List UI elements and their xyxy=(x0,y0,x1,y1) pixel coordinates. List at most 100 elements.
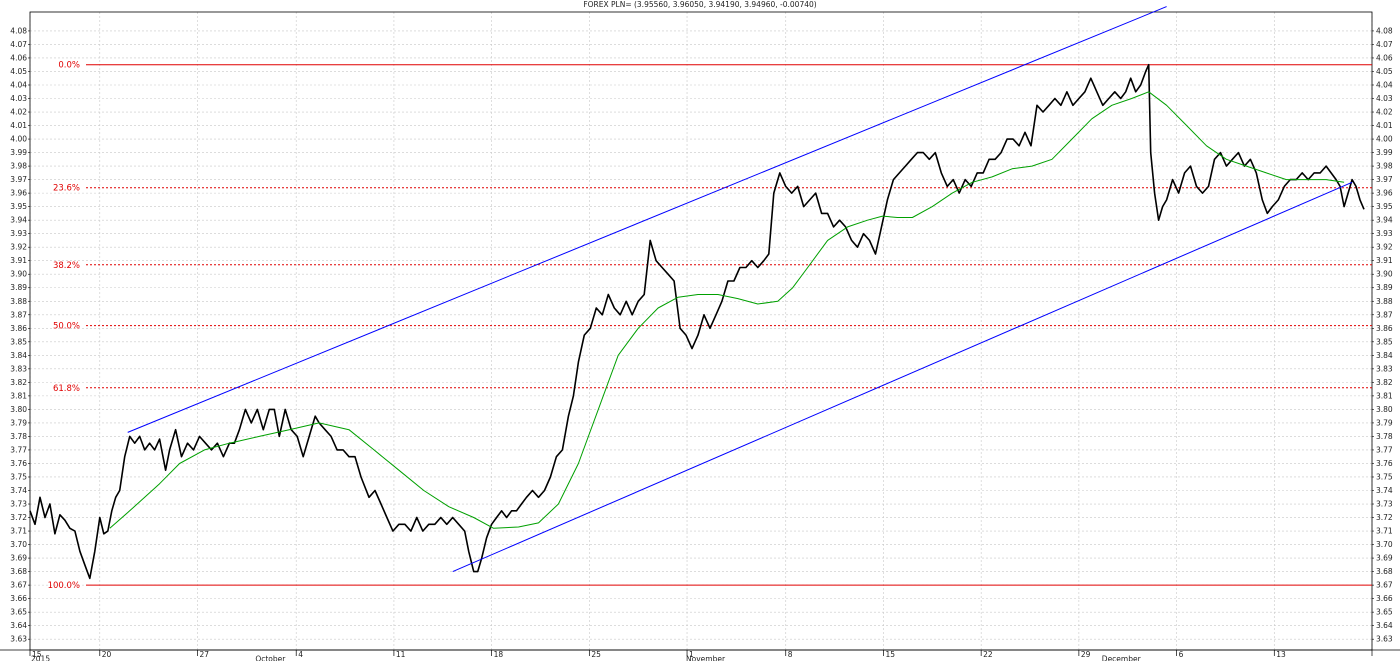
y-tick-label-right: 3.74 xyxy=(1376,486,1393,495)
moving-average-line xyxy=(109,91,1345,529)
x-tick-label: 6 xyxy=(1179,650,1184,659)
y-tick-label-right: 3.77 xyxy=(1376,445,1393,454)
fib-level-label: 38.2% xyxy=(53,261,80,271)
y-tick-label-right: 3.70 xyxy=(1376,540,1393,549)
y-tick-label-right: 4.01 xyxy=(1376,121,1393,130)
y-tick-label-left: 3.97 xyxy=(10,175,27,184)
y-tick-label-left: 4.01 xyxy=(10,121,27,130)
y-tick-label-left: 3.70 xyxy=(10,540,27,549)
y-tick-label-right: 3.96 xyxy=(1376,189,1393,198)
y-tick-label-left: 3.84 xyxy=(10,351,27,360)
y-tick-label-right: 4.06 xyxy=(1376,53,1393,62)
y-tick-label-left: 3.65 xyxy=(10,608,27,617)
y-tick-label-left: 4.02 xyxy=(10,108,27,117)
y-tick-label-right: 3.98 xyxy=(1376,162,1393,171)
y-tick-label-left: 3.76 xyxy=(10,459,27,468)
fib-level-label: 61.8% xyxy=(53,384,80,394)
y-tick-label-right: 3.91 xyxy=(1376,256,1393,265)
y-tick-label-left: 3.99 xyxy=(10,148,27,157)
y-tick-label-left: 3.94 xyxy=(10,216,27,225)
trend-channel-line xyxy=(452,181,1353,573)
trend-channel-line xyxy=(127,6,1167,433)
y-tick-label-right: 3.95 xyxy=(1376,202,1393,211)
y-tick-label-left: 3.82 xyxy=(10,378,27,387)
price-series-line xyxy=(29,63,1365,580)
y-tick-label-left: 4.03 xyxy=(10,94,27,103)
x-tick-label: 27 xyxy=(200,650,210,659)
y-tick-label-left: 3.72 xyxy=(10,513,27,522)
x-sub-label: 2015 xyxy=(31,655,50,662)
y-tick-label-right: 3.83 xyxy=(1376,364,1393,373)
y-tick-label-right: 3.76 xyxy=(1376,459,1393,468)
y-tick-label-left: 4.07 xyxy=(10,40,27,49)
y-tick-label-right: 3.69 xyxy=(1376,554,1393,563)
x-tick-label: 25 xyxy=(591,650,601,659)
y-tick-label-left: 4.05 xyxy=(10,67,27,76)
y-tick-label-right: 3.89 xyxy=(1376,283,1393,292)
x-tick-label: 22 xyxy=(983,650,993,659)
y-tick-label-right: 4.05 xyxy=(1376,67,1393,76)
y-tick-label-right: 3.78 xyxy=(1376,432,1393,441)
y-tick-label-left: 4.04 xyxy=(10,80,27,89)
y-tick-label-right: 3.99 xyxy=(1376,148,1393,157)
x-sub-label: December xyxy=(1102,655,1142,662)
y-tick-label-left: 3.96 xyxy=(10,189,27,198)
y-tick-label-right: 3.81 xyxy=(1376,391,1393,400)
x-tick-label: 15 xyxy=(885,650,895,659)
y-tick-label-right: 3.97 xyxy=(1376,175,1393,184)
y-tick-label-left: 3.73 xyxy=(10,500,27,509)
y-tick-label-left: 3.93 xyxy=(10,229,27,238)
y-tick-label-left: 4.06 xyxy=(10,53,27,62)
x-tick-label: 13 xyxy=(1276,650,1286,659)
y-tick-label-left: 3.75 xyxy=(10,472,27,481)
y-tick-label-right: 3.92 xyxy=(1376,243,1393,252)
x-tick-label: 8 xyxy=(788,650,793,659)
y-tick-label-right: 4.02 xyxy=(1376,108,1393,117)
x-tick-label: 18 xyxy=(494,650,504,659)
y-tick-label-right: 4.04 xyxy=(1376,80,1393,89)
y-tick-label-right: 4.08 xyxy=(1376,26,1393,35)
y-tick-label-right: 3.94 xyxy=(1376,216,1393,225)
x-tick-label: 29 xyxy=(1081,650,1091,659)
y-tick-label-left: 4.08 xyxy=(10,26,27,35)
fib-level-label: 0.0% xyxy=(58,61,80,71)
y-tick-label-left: 3.63 xyxy=(10,635,27,644)
y-tick-label-left: 3.83 xyxy=(10,364,27,373)
y-tick-label-left: 3.87 xyxy=(10,310,27,319)
y-tick-label-right: 3.85 xyxy=(1376,337,1393,346)
x-sub-label: November xyxy=(686,655,726,662)
y-tick-label-left: 3.79 xyxy=(10,418,27,427)
y-tick-label-left: 3.64 xyxy=(10,621,27,630)
y-tick-label-left: 3.92 xyxy=(10,243,27,252)
x-tick-label: 1 xyxy=(689,650,694,659)
fib-level-label: 100.0% xyxy=(48,581,80,591)
y-tick-label-left: 3.71 xyxy=(10,527,27,536)
x-tick-label: 20 xyxy=(102,650,112,659)
y-tick-label-left: 3.88 xyxy=(10,297,27,306)
y-tick-label-right: 3.88 xyxy=(1376,297,1393,306)
y-tick-label-right: 3.66 xyxy=(1376,594,1393,603)
x-tick-label: 11 xyxy=(396,650,406,659)
y-tick-label-right: 3.93 xyxy=(1376,229,1393,238)
y-tick-label-left: 3.98 xyxy=(10,162,27,171)
y-tick-label-right: 3.73 xyxy=(1376,500,1393,509)
y-tick-label-right: 3.79 xyxy=(1376,418,1393,427)
y-tick-label-left: 3.66 xyxy=(10,594,27,603)
y-tick-label-left: 3.68 xyxy=(10,567,27,576)
y-tick-label-left: 3.80 xyxy=(10,405,27,414)
x-sub-label: October xyxy=(255,655,286,662)
y-tick-label-left: 3.77 xyxy=(10,445,27,454)
y-tick-label-right: 3.84 xyxy=(1376,351,1393,360)
y-tick-label-right: 3.87 xyxy=(1376,310,1393,319)
y-tick-label-right: 3.82 xyxy=(1376,378,1393,387)
y-tick-label-left: 4.00 xyxy=(10,135,27,144)
y-tick-label-right: 4.03 xyxy=(1376,94,1393,103)
y-tick-label-right: 3.80 xyxy=(1376,405,1393,414)
y-tick-label-right: 3.75 xyxy=(1376,472,1393,481)
y-tick-label-left: 3.86 xyxy=(10,324,27,333)
y-tick-label-left: 3.95 xyxy=(10,202,27,211)
y-tick-label-left: 3.90 xyxy=(10,270,27,279)
y-tick-label-right: 3.67 xyxy=(1376,581,1393,590)
